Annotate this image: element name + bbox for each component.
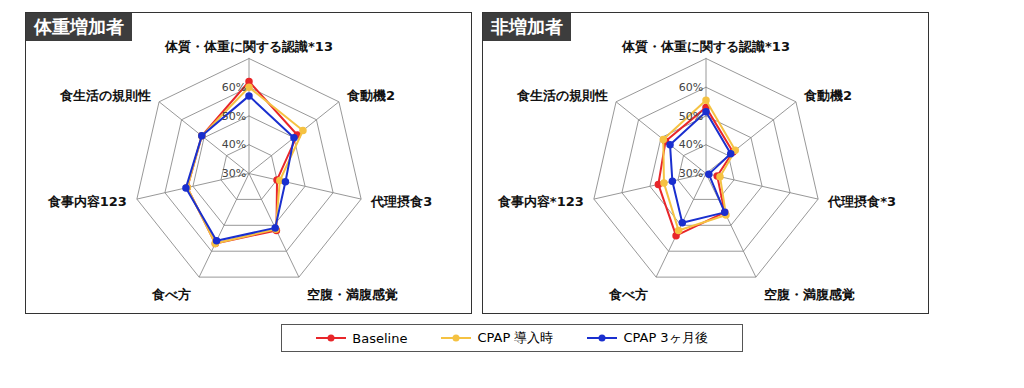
html-text:CPAP 導入時: CPAP 導入時: [477, 330, 554, 345]
svg-text:食動機2: 食動機2: [803, 88, 852, 103]
svg-text:代理摂食*3: 代理摂食*3: [827, 194, 896, 209]
svg-text:60%: 60%: [222, 81, 246, 94]
svg-text:30%: 30%: [222, 167, 246, 180]
svg-text:空腹・満腹感覚: 空腹・満腹感覚: [764, 287, 855, 302]
svg-text:食動機2: 食動機2: [346, 88, 395, 103]
svg-text:食生活の規則性: 食生活の規則性: [59, 88, 151, 103]
html-text:Baseline: Baseline: [352, 330, 408, 346]
svg-text:50%: 50%: [679, 110, 703, 123]
svg-text:体質・体重に関する認識*13: 体質・体重に関する認識*13: [621, 39, 790, 54]
svg-text:50%: 50%: [222, 110, 246, 123]
svg-text:体質・体重に関する認識*13: 体質・体重に関する認識*13: [164, 39, 333, 54]
svg-text:食生活の規則性: 食生活の規則性: [516, 88, 608, 103]
svg-text:食べ方: 食べ方: [151, 287, 191, 302]
svg-text:60%: 60%: [679, 81, 703, 94]
svg-text:空腹・満腹感覚: 空腹・満腹感覚: [307, 287, 398, 302]
svg-text:代理摂食3: 代理摂食3: [370, 194, 432, 209]
svg-text:食事内容123: 食事内容123: [47, 194, 127, 209]
html-text:体重増加者: 体重増加者: [34, 16, 124, 37]
svg-text:食事内容*123: 食事内容*123: [497, 194, 584, 209]
html-text:非増加者: 非増加者: [491, 16, 563, 37]
svg-text:30%: 30%: [679, 167, 703, 180]
svg-text:40%: 40%: [679, 138, 703, 151]
html-text:CPAP 3ヶ月後: CPAP 3ヶ月後: [623, 330, 708, 345]
svg-text:食べ方: 食べ方: [608, 287, 648, 302]
svg-text:40%: 40%: [222, 138, 246, 151]
